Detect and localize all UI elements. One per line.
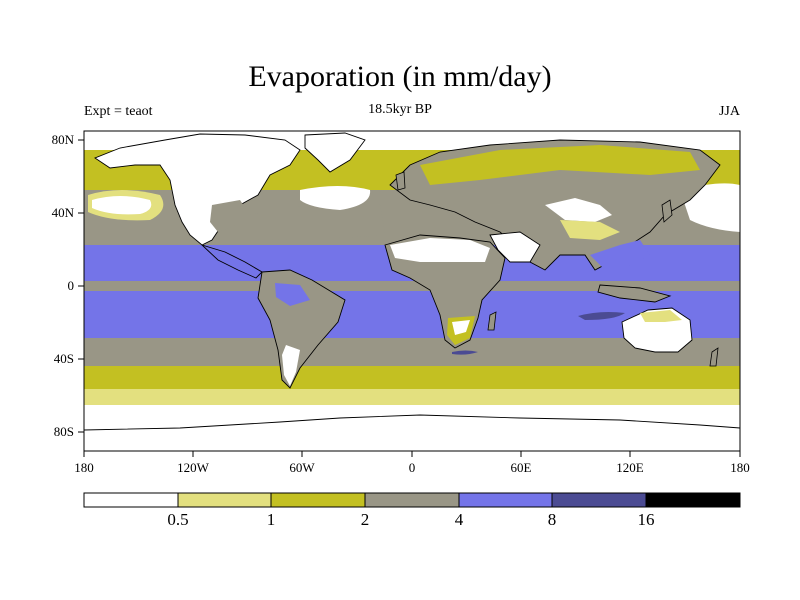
antarctica — [84, 414, 740, 451]
central-asia-dry — [545, 198, 612, 222]
colorbar-swatch — [270, 492, 366, 508]
latitude-axis: 80N 40N 0 40S 80S — [52, 132, 84, 439]
lon-tick-label: 180 — [74, 460, 94, 475]
lat-tick-label: 40N — [52, 205, 75, 220]
se-asia-wet — [590, 240, 650, 270]
siberia-yellow — [420, 145, 700, 185]
colorbar-swatch — [458, 492, 553, 508]
lon-tick-label: 120W — [177, 460, 210, 475]
lat-tick-label: 80N — [52, 132, 75, 147]
lat-tick-label: 80S — [54, 424, 74, 439]
colorbar-label: 0.5 — [167, 510, 188, 529]
amazon-wet — [275, 283, 310, 306]
lon-tick-label: 60W — [289, 460, 315, 475]
madagascar — [487, 311, 497, 331]
lon-tick-label: 180 — [730, 460, 750, 475]
colorbar-swatch — [551, 492, 647, 508]
colorbar-label: 8 — [548, 510, 557, 529]
colorbar-swatch — [645, 492, 741, 508]
season-label: JJA — [718, 104, 740, 119]
colorbar-label: 1 — [267, 510, 276, 529]
plot-subtitle: 18.5kyr BP — [368, 102, 432, 117]
lat-tick-label: 40S — [54, 351, 74, 366]
lon-tick-label: 0 — [409, 460, 416, 475]
new-zealand — [709, 347, 719, 367]
arabia-dry — [489, 231, 541, 263]
colorbar-label: 16 — [638, 510, 655, 529]
north-america-east — [210, 200, 250, 232]
map-panel: 80N 40N 0 40S 80S 180 120W 60W 0 60E 120… — [52, 130, 750, 475]
south-america — [257, 269, 346, 389]
north-atlantic-grey — [250, 203, 385, 240]
north-pacific-white-core — [92, 196, 152, 215]
australia-north-yellow — [640, 310, 682, 322]
british-isles — [395, 171, 406, 191]
indian-ocean-dark-2 — [452, 350, 478, 355]
north-america — [94, 133, 301, 246]
sahara-dry — [390, 238, 490, 262]
lat-tick-label: 0 — [68, 278, 75, 293]
southern-africa-dry — [452, 320, 470, 335]
evaporation-field — [84, 131, 740, 451]
africa — [384, 234, 506, 349]
ocean-band-southern — [84, 389, 740, 407]
colorbar-swatch — [364, 492, 460, 508]
japan — [661, 199, 673, 223]
north-atlantic-white — [300, 186, 371, 210]
colorbar-label: 4 — [455, 510, 464, 529]
indian-ocean-dark — [578, 312, 625, 320]
indonesia — [597, 284, 672, 303]
ocean-band-south-high — [84, 366, 740, 392]
greenland — [304, 132, 366, 173]
lon-tick-label: 60E — [511, 460, 532, 475]
plot-title: Evaporation (in mm/day) — [248, 60, 552, 93]
longitude-axis: 180 120W 60W 0 60E 120E 180 — [74, 451, 750, 475]
colorbar-swatch — [83, 492, 179, 508]
ocean-band-equator — [84, 281, 740, 293]
colorbar-label: 2 — [361, 510, 370, 529]
colorbar-swatch — [177, 492, 272, 508]
experiment-label: Expt = teaot — [84, 104, 153, 119]
lon-tick-label: 120E — [616, 460, 644, 475]
south-america-south-dry — [282, 345, 300, 386]
colorbar: 0.5 1 2 4 8 16 — [83, 492, 741, 529]
central-america — [201, 244, 263, 279]
tibet-yellow — [560, 220, 620, 240]
